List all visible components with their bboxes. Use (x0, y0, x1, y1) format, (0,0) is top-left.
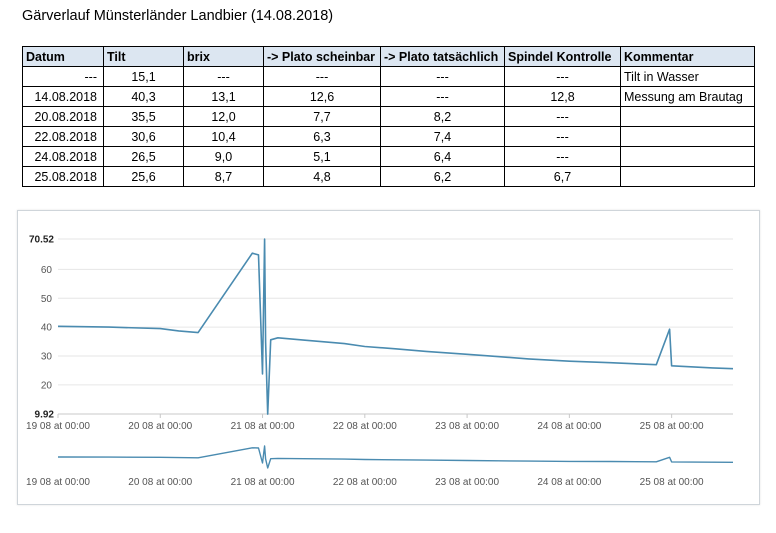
cell-plato-tatsaechlich: --- (380, 86, 505, 107)
y-min-label: 9.92 (35, 410, 55, 421)
header-spindel-kontrolle: Spindel Kontrolle (504, 46, 621, 67)
navigator-x-tick-label: 22 08 at 00:00 (333, 477, 397, 488)
x-tick-label: 24 08 at 00:00 (537, 421, 601, 432)
y-tick-label: 50 (41, 294, 53, 305)
cell-plato-scheinbar: 6,3 (263, 126, 381, 147)
series-line-tilt (57, 238, 734, 415)
page-title: Gärverlauf Münsterländer Landbier (14.08… (22, 8, 334, 24)
table-row: --- 15,1 --- --- --- --- Tilt in Wasser (22, 66, 755, 87)
cell-plato-scheinbar: 4,8 (263, 166, 381, 187)
cell-tilt: 15,1 (103, 66, 184, 87)
navigator-x-tick-label: 19 08 at 00:00 (26, 477, 90, 488)
header-datum: Datum (22, 46, 104, 67)
cell-kommentar (620, 146, 755, 167)
fermentation-table: Datum Tilt brix -> Plato scheinbar -> Pl… (22, 46, 755, 187)
cell-datum: 22.08.2018 (22, 126, 104, 147)
cell-kommentar (620, 106, 755, 127)
y-max-label: 70.52 (29, 235, 54, 246)
cell-spindel: 6,7 (504, 166, 621, 187)
header-kommentar: Kommentar (620, 46, 755, 67)
header-plato-tatsaechlich: -> Plato tatsächlich (380, 46, 505, 67)
grid-layer (58, 238, 733, 415)
table-header-row: Datum Tilt brix -> Plato scheinbar -> Pl… (22, 46, 755, 67)
table-row: 25.08.2018 25,6 8,7 4,8 6,2 6,7 (22, 166, 755, 187)
cell-plato-tatsaechlich: 6,4 (380, 146, 505, 167)
cell-spindel: 12,8 (504, 86, 621, 107)
cell-spindel: --- (504, 66, 621, 87)
header-brix: brix (183, 46, 264, 67)
table-row: 24.08.2018 26,5 9,0 5,1 6,4 --- (22, 146, 755, 167)
x-tick-label: 19 08 at 00:00 (26, 421, 90, 432)
cell-plato-tatsaechlich: 6,2 (380, 166, 505, 187)
cell-plato-tatsaechlich: --- (380, 66, 505, 87)
table-row: 22.08.2018 30,6 10,4 6,3 7,4 --- (22, 126, 755, 147)
x-tick-label: 21 08 at 00:00 (231, 421, 295, 432)
x-tick-label: 22 08 at 00:00 (333, 421, 397, 432)
cell-tilt: 25,6 (103, 166, 184, 187)
navigator-x-tick-label: 24 08 at 00:00 (537, 477, 601, 488)
cell-kommentar: Tilt in Wasser (620, 66, 755, 87)
navigator-x-tick-label: 23 08 at 00:00 (435, 477, 499, 488)
table-row: 14.08.2018 40,3 13,1 12,6 --- 12,8 Messu… (22, 86, 755, 107)
y-tick-label: 40 (41, 323, 53, 334)
x-tick-label: 20 08 at 00:00 (128, 421, 192, 432)
cell-tilt: 30,6 (103, 126, 184, 147)
cell-plato-scheinbar: 7,7 (263, 106, 381, 127)
table-row: 20.08.2018 35,5 12,0 7,7 8,2 --- (22, 106, 755, 127)
y-tick-label: 60 (41, 265, 53, 276)
tilt-chart: 20 30 40 50 60 70.52 9.92 19 08 at 00:00 20 08 a… (17, 210, 760, 505)
navigator-x-tick-label: 25 08 at 00:00 (640, 477, 704, 488)
x-tick-label: 25 08 at 00:00 (640, 421, 704, 432)
cell-datum: 20.08.2018 (22, 106, 104, 127)
y-tick-label: 30 (41, 352, 53, 363)
cell-plato-tatsaechlich: 8,2 (380, 106, 505, 127)
cell-plato-scheinbar: 5,1 (263, 146, 381, 167)
cell-spindel: --- (504, 146, 621, 167)
cell-datum: 24.08.2018 (22, 146, 104, 167)
cell-tilt: 40,3 (103, 86, 184, 107)
cell-kommentar (620, 126, 755, 147)
cell-spindel: --- (504, 126, 621, 147)
navigator[interactable]: 19 08 at 00:00 20 08 at 00:00 21 08 at 00:… (26, 445, 734, 488)
header-plato-scheinbar: -> Plato scheinbar (263, 46, 381, 67)
navigator-x-tick-label: 20 08 at 00:00 (128, 477, 192, 488)
cell-tilt: 26,5 (103, 146, 184, 167)
cell-datum: --- (22, 66, 104, 87)
series-layer (57, 238, 734, 415)
cell-brix: 9,0 (183, 146, 264, 167)
cell-kommentar: Messung am Brautag (620, 86, 755, 107)
y-tick-label: 20 (41, 380, 53, 391)
cell-spindel: --- (504, 106, 621, 127)
navigator-x-tick-label: 21 08 at 00:00 (231, 477, 295, 488)
cell-brix: 13,1 (183, 86, 264, 107)
cell-brix: --- (183, 66, 264, 87)
cell-plato-scheinbar: 12,6 (263, 86, 381, 107)
cell-datum: 25.08.2018 (22, 166, 104, 187)
cell-brix: 8,7 (183, 166, 264, 187)
x-tick-label: 23 08 at 00:00 (435, 421, 499, 432)
cell-plato-tatsaechlich: 7,4 (380, 126, 505, 147)
header-tilt: Tilt (103, 46, 184, 67)
cell-kommentar (620, 166, 755, 187)
cell-brix: 12,0 (183, 106, 264, 127)
cell-plato-scheinbar: --- (263, 66, 381, 87)
cell-datum: 14.08.2018 (22, 86, 104, 107)
navigator-series-line (57, 445, 734, 469)
cell-brix: 10,4 (183, 126, 264, 147)
cell-tilt: 35,5 (103, 106, 184, 127)
